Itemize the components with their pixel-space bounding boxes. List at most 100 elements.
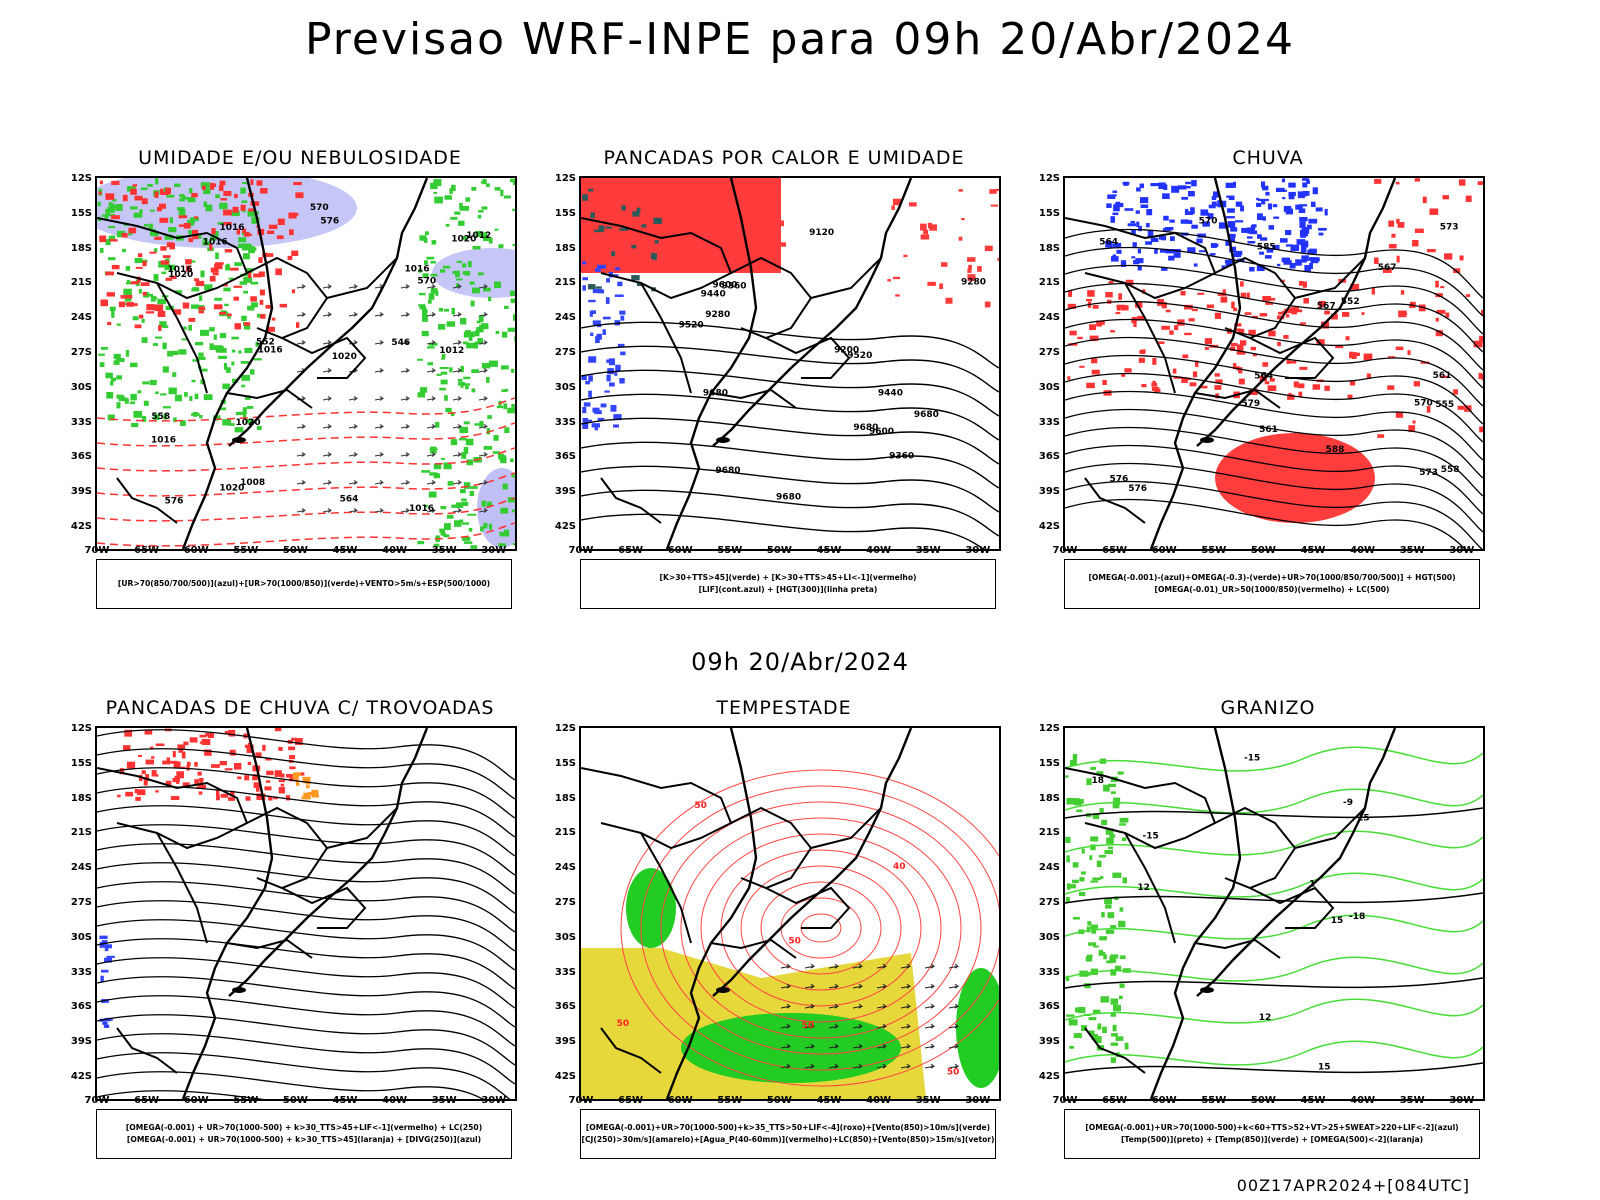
- lif-blue: [610, 405, 617, 412]
- humidity-green: [439, 269, 446, 273]
- temp850-contour: [1118, 995, 1123, 1000]
- humidity-green: [474, 330, 480, 337]
- lif-blue: [597, 264, 607, 269]
- rain-red: [1232, 363, 1237, 370]
- humidity-green: [107, 206, 115, 213]
- divergence-blue: [100, 975, 104, 983]
- omega-blue: [1299, 216, 1308, 222]
- temp850-contour: [1107, 846, 1114, 850]
- thickness-red: [209, 182, 215, 190]
- humidity-green: [507, 327, 515, 332]
- contour-label: 1: [1309, 880, 1315, 890]
- rain-red: [1477, 181, 1483, 186]
- humidity-green: [464, 330, 471, 337]
- lat-tick-label: 39S: [554, 486, 576, 498]
- temp850-contour: [1113, 797, 1121, 805]
- humidity-green: [241, 232, 246, 236]
- contour-label: 40: [893, 862, 906, 872]
- omega-blue: [1105, 241, 1113, 248]
- temp850-contour: [1065, 896, 1070, 903]
- wind-vector: [374, 479, 384, 485]
- map-outline: [97, 728, 429, 1099]
- temp850-contour: [1100, 936, 1107, 941]
- wind-vector: [900, 1063, 911, 1069]
- rain-red: [1374, 257, 1379, 265]
- omega-blue: [1160, 235, 1167, 241]
- lif-blue: [592, 407, 600, 413]
- temp850-contour: [1096, 771, 1104, 776]
- contour-label: 567: [1317, 301, 1336, 311]
- lon-tick-label: 60W: [1151, 1095, 1177, 1106]
- humidity-green: [166, 194, 175, 198]
- humidity-green: [444, 308, 449, 312]
- panel-title: GRANIZO: [1220, 697, 1316, 719]
- humidity-green: [423, 237, 428, 243]
- temp850-contour: [1110, 1013, 1117, 1017]
- omega-blue: [1301, 255, 1309, 261]
- wind-vector: [924, 1003, 935, 1009]
- omega-blue: [1290, 244, 1300, 252]
- instability-red-area: [945, 297, 953, 304]
- contour-label: 1020: [168, 270, 193, 280]
- humidity-green: [440, 379, 448, 385]
- humidity-green: [419, 305, 426, 310]
- humidity-green: [187, 219, 195, 223]
- rain-red: [1345, 336, 1350, 341]
- wind-vector: [296, 423, 306, 429]
- contour-label: 9360: [721, 282, 746, 292]
- humidity-green: [116, 230, 126, 238]
- humidity-green: [512, 243, 515, 247]
- omega-blue: [1208, 204, 1216, 209]
- streamline: [97, 767, 515, 819]
- humidity-green: [204, 284, 213, 291]
- temp850-contour: [1073, 916, 1080, 920]
- wind-vector: [804, 1063, 815, 1069]
- thunderstorm-red: [278, 787, 286, 794]
- rain-red: [1407, 350, 1411, 356]
- rain-red: [1436, 309, 1446, 314]
- humidity-green: [514, 336, 515, 342]
- thickness-red: [202, 185, 206, 191]
- humidity-green: [463, 376, 471, 380]
- wind-vector: [426, 479, 436, 485]
- thunderstorm-red: [219, 761, 227, 766]
- thickness-red: [195, 280, 205, 287]
- humidity-green: [203, 201, 207, 208]
- divergence-blue: [103, 944, 113, 948]
- thunderstorm-red: [255, 787, 260, 792]
- rain-red: [1349, 380, 1356, 386]
- humidity-green: [159, 393, 167, 396]
- omega-blue: [1185, 181, 1192, 185]
- humidity-green: [222, 383, 230, 390]
- humidity-green: [251, 217, 260, 224]
- state-border: [1294, 257, 1366, 299]
- state-border: [1084, 477, 1146, 524]
- divergence-blue: [106, 955, 115, 958]
- humidity-green: [511, 474, 515, 478]
- thunderstorm-red: [274, 728, 282, 732]
- lat-tick-label: 24S: [1038, 312, 1060, 324]
- temp850-contour: [1097, 1023, 1102, 1029]
- state-border: [640, 832, 692, 944]
- contour-label: 9680: [703, 388, 728, 398]
- rain-red: [1234, 328, 1242, 332]
- lat-tick-label: 15S: [70, 757, 92, 769]
- omega-blue: [1230, 227, 1238, 232]
- omega-blue: [1298, 204, 1308, 207]
- lif-blue: [583, 402, 591, 407]
- temp850-contour: [1088, 1017, 1097, 1021]
- rain-red: [1220, 296, 1228, 303]
- humidity-green: [459, 202, 463, 210]
- omega-blue: [1312, 187, 1318, 195]
- humidity-green: [430, 288, 438, 294]
- omega-blue: [1259, 237, 1268, 241]
- humidity-green: [181, 195, 186, 200]
- temp850-contour: [1119, 823, 1126, 826]
- thickness-red: [259, 289, 265, 296]
- instability-green: [611, 251, 616, 257]
- lat-tick-label: 15S: [70, 207, 92, 219]
- lon-tick-label: 60W: [183, 545, 209, 556]
- legend-line: [UR>70(850/700/500)](azul)+[UR>70(1000/8…: [117, 579, 491, 588]
- temp850-contour: [1092, 813, 1100, 820]
- rain-red: [1293, 381, 1299, 388]
